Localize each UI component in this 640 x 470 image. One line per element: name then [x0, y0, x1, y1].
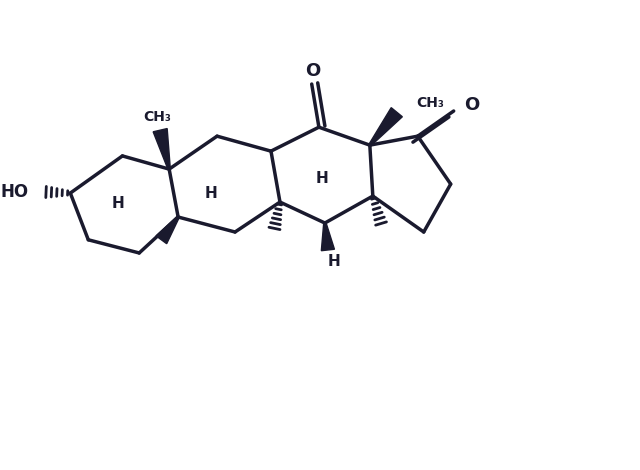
Text: H: H	[205, 186, 218, 201]
Text: H: H	[316, 171, 328, 186]
Text: O: O	[465, 96, 480, 114]
Polygon shape	[321, 223, 335, 251]
Polygon shape	[369, 108, 403, 146]
Polygon shape	[156, 216, 179, 244]
Text: CH₃: CH₃	[416, 96, 444, 110]
Polygon shape	[153, 129, 170, 169]
Text: HO: HO	[0, 183, 28, 201]
Text: O: O	[305, 62, 321, 80]
Text: H: H	[328, 254, 340, 269]
Text: H: H	[112, 196, 125, 212]
Text: CH₃: CH₃	[143, 110, 171, 124]
